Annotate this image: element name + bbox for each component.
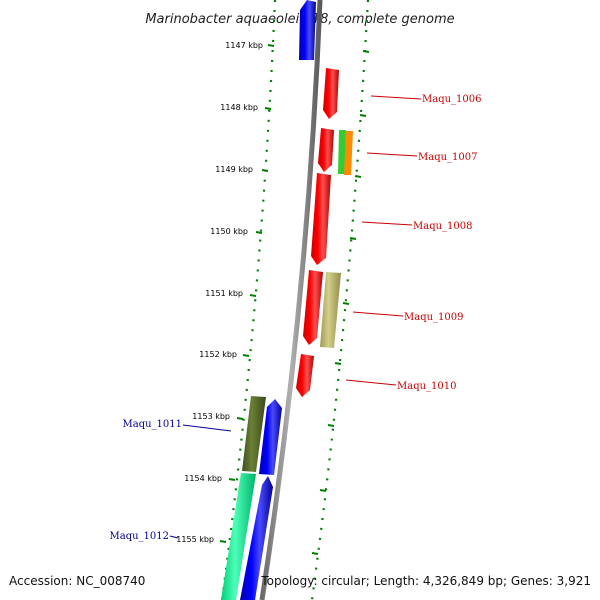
kbp-label: 1151 kbp — [205, 289, 243, 298]
kbp-label: 1150 kbp — [210, 227, 248, 236]
kbp-label: 1153 kbp — [192, 412, 230, 421]
topology-text: Topology: circular; Length: 4,326,849 bp… — [261, 574, 591, 588]
cds-arrow-maqu-1011 — [259, 399, 282, 475]
cds-arrow-top-blue — [299, 0, 316, 60]
outer-tick-ring — [310, 0, 370, 600]
cds-arrow-maqu-1006 — [323, 68, 339, 119]
kbp-label: 1152 kbp — [199, 350, 237, 359]
kbp-label: 1149 kbp — [215, 165, 253, 174]
kbp-labels: 1147 kbp 1148 kbp 1149 kbp 1150 kbp 1151… — [176, 41, 263, 544]
gene-label-maqu-1006: Maqu_1006 — [422, 94, 482, 105]
cds-spring-green — [221, 473, 256, 600]
kbp-label: 1147 kbp — [225, 41, 263, 50]
inner-tick-ring — [220, 0, 277, 600]
label-leaders — [169, 95, 422, 539]
kbp-label: 1155 kbp — [176, 535, 214, 544]
gene-label-maqu-1007: Maqu_1007 — [418, 152, 478, 163]
gene-labels: Maqu_1006 Maqu_1007 Maqu_1008 Maqu_1009 … — [110, 94, 482, 542]
cds-arrow-maqu-1012 — [240, 476, 273, 600]
cds-arrow-maqu-1007 — [318, 128, 334, 172]
kbp-label: 1148 kbp — [220, 103, 258, 112]
gene-label-maqu-1012: Maqu_1012 — [110, 531, 170, 542]
cds-olive — [242, 396, 266, 472]
cds-small-orange — [344, 131, 353, 175]
cds-arrow-maqu-1008 — [311, 173, 331, 265]
kbp-label: 1154 kbp — [184, 474, 222, 483]
outer-major-ticks — [311, 50, 370, 555]
gene-label-maqu-1010: Maqu_1010 — [397, 381, 457, 392]
gene-label-maqu-1008: Maqu_1008 — [413, 221, 473, 232]
cds-small-lime — [338, 130, 346, 174]
cds-khaki — [320, 272, 341, 348]
forward-strand-features — [296, 68, 353, 397]
genome-backbone — [259, 0, 323, 600]
gene-label-maqu-1009: Maqu_1009 — [404, 312, 464, 323]
accession-text: Accession: NC_008740 — [9, 574, 146, 588]
reverse-strand-features — [221, 0, 316, 600]
cds-arrow-maqu-1009 — [303, 270, 323, 345]
cds-arrow-maqu-1010 — [296, 354, 314, 397]
gene-label-maqu-1011: Maqu_1011 — [123, 419, 183, 430]
inner-major-ticks — [219, 44, 275, 543]
